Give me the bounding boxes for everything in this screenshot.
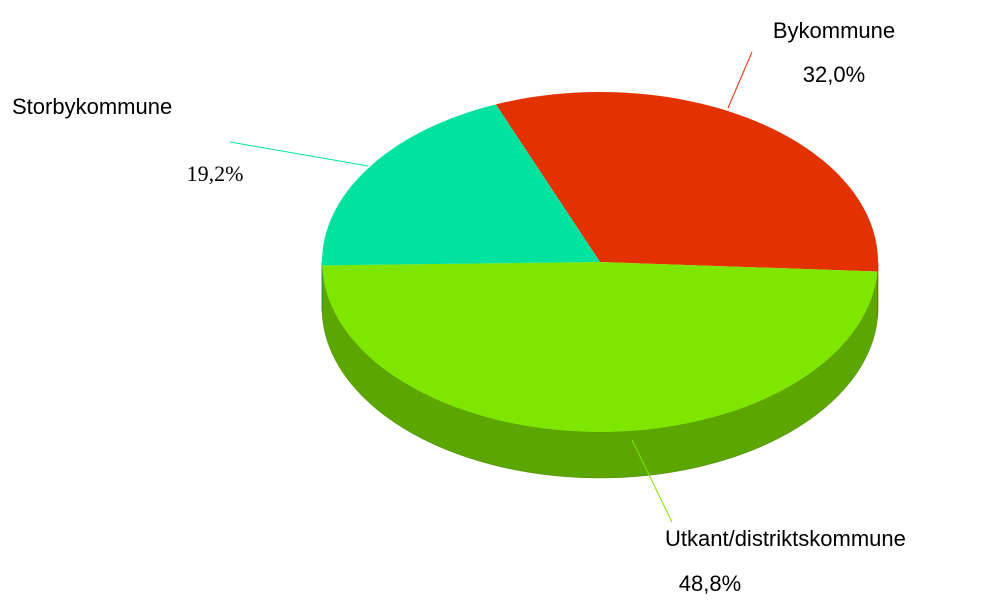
category-label: Storbykommune <box>12 94 172 119</box>
leader-line <box>631 439 673 523</box>
category-label: Bykommune <box>773 18 895 43</box>
slice <box>495 92 878 272</box>
value-label: 32,0% <box>803 62 865 87</box>
slice <box>322 262 878 433</box>
value-label: 19,2% <box>187 161 244 186</box>
category-label: Utkant/distriktskommune <box>665 526 906 551</box>
slice <box>321 104 600 266</box>
leader-line <box>229 141 369 167</box>
leader-line <box>727 51 753 109</box>
value-label: 48,8% <box>679 571 741 596</box>
